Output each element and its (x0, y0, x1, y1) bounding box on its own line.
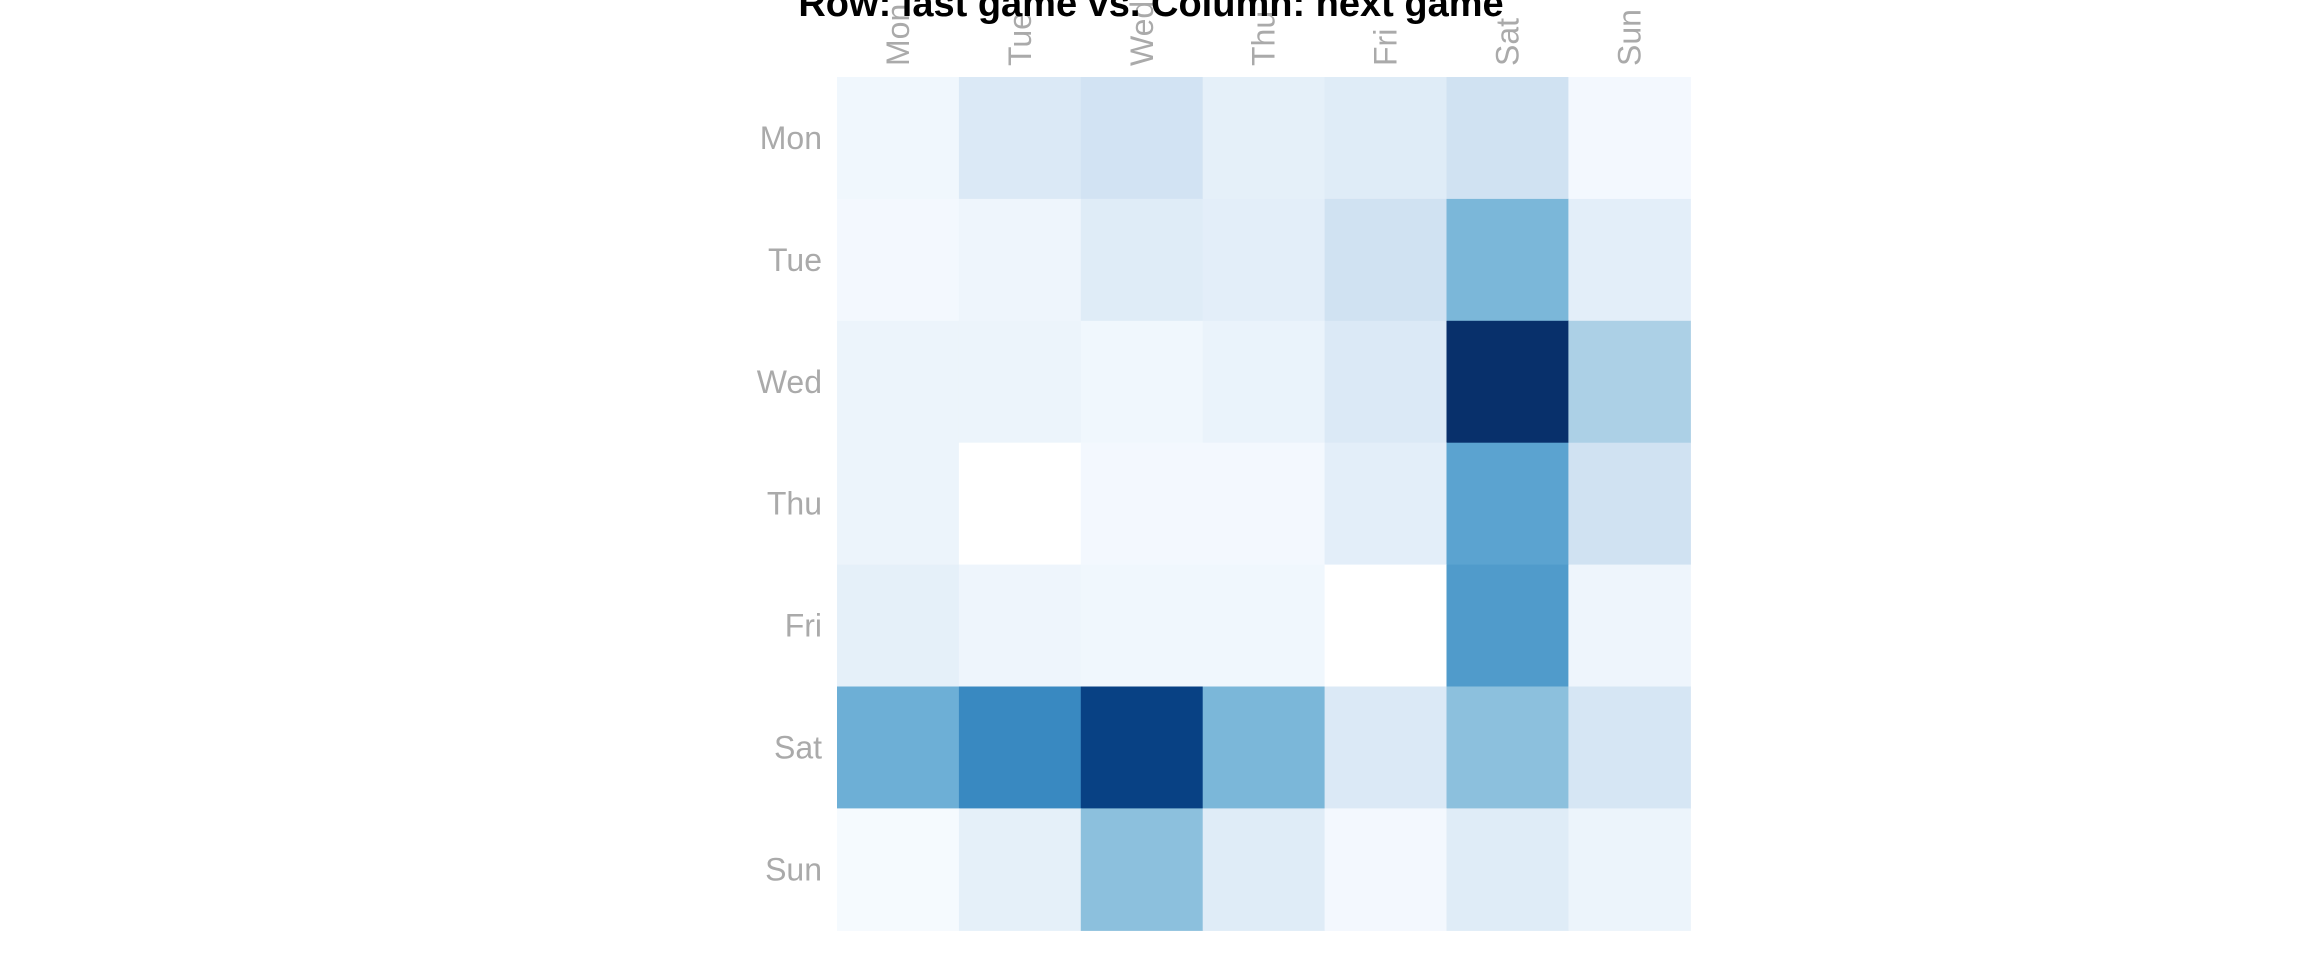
heatmap-cell-tue-wed (1080, 198, 1204, 322)
heatmap-cell-fri-fri (1324, 564, 1448, 688)
heatmap-cell-sat-sat (1446, 686, 1569, 809)
heatmap-cell-wed-wed (1080, 320, 1204, 444)
chart-title: Row: last game vs. Column: next game (798, 0, 1503, 25)
heatmap-cell-tue-thu (1202, 198, 1326, 322)
heatmap-cell-mon-fri (1324, 77, 1448, 200)
heatmap-cell-wed-sun (1568, 320, 1691, 444)
heatmap-cell-thu-tue (958, 442, 1082, 566)
heatmap-cell-mon-tue (958, 77, 1082, 200)
x-tick-label-mon: Mon (880, 4, 916, 66)
heatmap-cell-mon-mon (837, 77, 960, 200)
heatmap-cell-thu-fri (1324, 442, 1448, 566)
x-tick-label-thu: Thu (1246, 11, 1282, 66)
heatmap-cell-sun-fri (1324, 808, 1448, 931)
x-tick-label-fri: Fri (1368, 29, 1404, 66)
y-tick-label-wed: Wed (757, 364, 822, 400)
heatmap-cell-fri-sun (1568, 564, 1691, 688)
y-tick-label-thu: Thu (767, 486, 822, 522)
x-tick-label-wed: Wed (1124, 1, 1160, 66)
heatmap-cell-sun-sat (1446, 808, 1569, 931)
x-axis-tick-labels: Mon Tue Wed Thu Fri Sat Sun (880, 1, 1647, 66)
x-tick-label-sat: Sat (1489, 18, 1525, 66)
heatmap-cell-tue-tue (958, 198, 1082, 322)
y-tick-label-mon: Mon (760, 120, 822, 156)
heatmap-cell-thu-mon (837, 442, 960, 566)
heatmap-cell-wed-thu (1202, 320, 1326, 444)
heatmap-cell-thu-sat (1446, 442, 1569, 566)
heatmap-cells (837, 77, 1691, 931)
heatmap-cell-tue-mon (837, 198, 960, 322)
heatmap-cell-wed-tue (958, 320, 1082, 444)
heatmap-cell-sat-wed (1080, 686, 1204, 809)
y-tick-label-sat: Sat (774, 729, 822, 765)
y-tick-label-tue: Tue (768, 242, 822, 278)
heatmap-cell-wed-mon (837, 320, 960, 444)
heatmap-cell-mon-sun (1568, 77, 1691, 200)
heatmap-cell-sun-mon (837, 808, 960, 931)
y-tick-label-fri: Fri (785, 608, 822, 644)
heatmap-cell-fri-mon (837, 564, 960, 688)
heatmap-cell-sat-sun (1568, 686, 1691, 809)
heatmap-cell-fri-tue (958, 564, 1082, 688)
heatmap-cell-sun-tue (958, 808, 1082, 931)
heatmap-cell-tue-fri (1324, 198, 1448, 322)
heatmap-cell-tue-sun (1568, 198, 1691, 322)
heatmap-cell-mon-thu (1202, 77, 1326, 200)
heatmap-cell-thu-wed (1080, 442, 1204, 566)
heatmap-cell-tue-sat (1446, 198, 1569, 322)
heatmap-cell-wed-sat (1446, 320, 1569, 444)
heatmap-cell-fri-wed (1080, 564, 1204, 688)
heatmap-cell-fri-thu (1202, 564, 1326, 688)
heatmap-cell-sat-mon (837, 686, 960, 809)
heatmap-cell-thu-thu (1202, 442, 1326, 566)
y-axis-tick-labels: Mon Tue Wed Thu Fri Sat Sun (757, 120, 822, 887)
heatmap-cell-sat-fri (1324, 686, 1448, 809)
y-tick-label-sun: Sun (765, 851, 822, 887)
heatmap-cell-sat-tue (958, 686, 1082, 809)
heatmap-cell-fri-sat (1446, 564, 1569, 688)
x-tick-label-tue: Tue (1002, 12, 1038, 66)
x-tick-label-sun: Sun (1611, 9, 1647, 66)
heatmap-cell-sun-wed (1080, 808, 1204, 931)
heatmap-cell-thu-sun (1568, 442, 1691, 566)
heatmap-cell-mon-sat (1446, 77, 1569, 200)
heatmap-cell-sun-thu (1202, 808, 1326, 931)
heatmap-cell-mon-wed (1080, 77, 1204, 200)
heatmap-cell-sat-thu (1202, 686, 1326, 809)
heatmap-cell-wed-fri (1324, 320, 1448, 444)
heatmap-cell-sun-sun (1568, 808, 1691, 931)
